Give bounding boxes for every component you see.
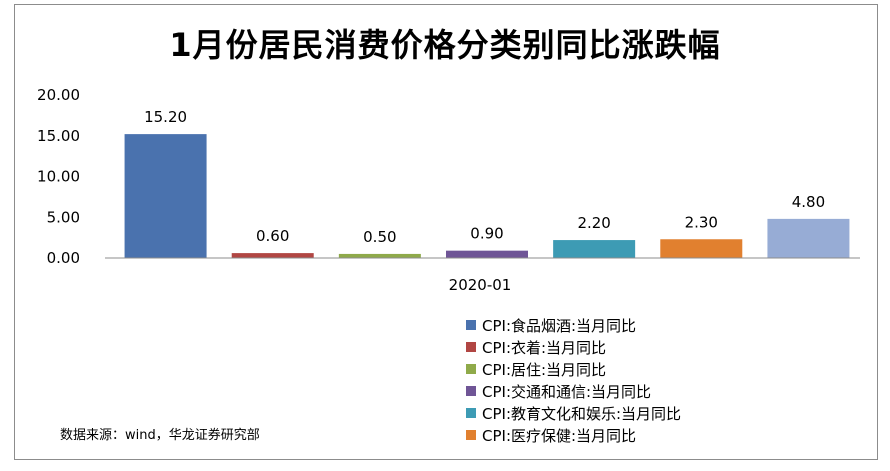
bar [446,250,528,258]
legend-swatch [466,320,476,330]
x-tick-label: 2020-01 [449,276,512,294]
data-label: 4.80 [792,193,825,211]
legend-swatch [466,408,476,418]
legend-label: CPI:居住:当月同比 [482,360,607,379]
y-axis: 0.00 5.00 10.00 15.00 20.00 [37,86,80,267]
y-tick-label: 5.00 [47,208,80,226]
x-axis: 2020-01 [105,257,860,294]
data-label: 2.30 [685,213,718,231]
bar [767,218,850,258]
y-tick-label: 0.00 [47,249,80,267]
chart-title: 1月份居民消费价格分类别同比涨跌幅 [169,26,721,64]
data-label: 0.60 [256,227,289,245]
legend-label: CPI:交通和通信:当月同比 [482,382,652,401]
legend-swatch [466,342,476,352]
legend-swatch [466,430,476,440]
data-label: 0.90 [470,225,503,243]
legend-swatch [466,386,476,396]
legend-item: CPI:交通和通信:当月同比 [466,380,681,402]
bar [660,239,743,258]
legend-swatch [466,364,476,374]
legend-item: CPI:衣着:当月同比 [466,336,681,358]
bar [338,253,421,258]
legend-label: CPI:医疗保健:当月同比 [482,426,637,445]
legend: CPI:食品烟酒:当月同比 CPI:衣着:当月同比 CPI:居住:当月同比 CPI:交… [466,314,681,446]
data-label: 15.20 [144,108,187,126]
legend-label: CPI:教育文化和娱乐:当月同比 [482,404,682,423]
bars: 15.20 0.60 0.50 0.90 2.20 2.30 4.80 [124,108,850,258]
bar [124,134,207,258]
legend-item: CPI:医疗保健:当月同比 [466,424,681,446]
bar [231,253,314,258]
bar [553,240,636,258]
source-note: 数据来源：wind，华龙证券研究部 [60,428,260,443]
legend-item: CPI:教育文化和娱乐:当月同比 [466,402,681,424]
y-tick-label: 10.00 [37,168,80,186]
legend-item: CPI:食品烟酒:当月同比 [466,314,681,336]
y-tick-label: 15.00 [37,127,80,145]
data-label: 2.20 [577,214,610,232]
legend-item: CPI:居住:当月同比 [466,358,681,380]
legend-label: CPI:衣着:当月同比 [482,338,607,357]
y-tick-label: 20.00 [37,86,80,104]
legend-label: CPI:食品烟酒:当月同比 [482,316,637,335]
data-label: 0.50 [363,228,396,246]
